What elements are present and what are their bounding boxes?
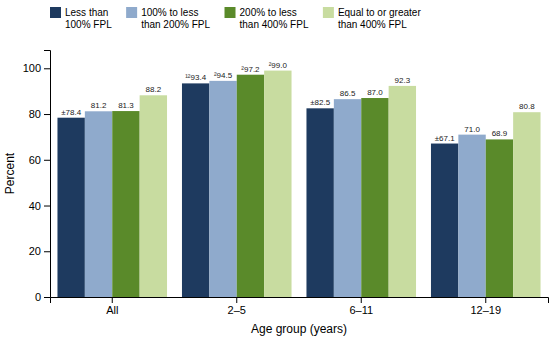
- tick-label: 40: [29, 200, 41, 212]
- tick-label: 20: [29, 245, 41, 257]
- x-axis: All 2–5 6–11 12–19: [51, 297, 549, 316]
- legend-item: Less than100% FPL: [50, 7, 112, 30]
- legend-label-line: 100% FPL: [65, 19, 112, 30]
- legend-label-line: 200% to less: [240, 7, 297, 18]
- data-label: ±67.1: [435, 134, 456, 143]
- bar: [57, 118, 84, 297]
- tick-mark: [44, 160, 50, 161]
- bar: [458, 135, 485, 297]
- bar: [431, 144, 458, 297]
- tick-mark: [44, 114, 50, 115]
- x-axis-title: Age group (years): [251, 322, 347, 336]
- data-label: 81.2: [91, 101, 107, 110]
- bar: [306, 108, 333, 297]
- tick-label: 2–5: [228, 304, 246, 316]
- data-label: ²94.5: [214, 71, 233, 80]
- data-label: 68.9: [492, 129, 508, 138]
- tick-label: 80: [29, 108, 41, 120]
- tick-mark: [44, 251, 50, 252]
- bar: [334, 99, 361, 297]
- tick-label: 6–11: [349, 304, 373, 316]
- legend-label-line: 100% to less: [141, 7, 198, 18]
- bar-series: [140, 71, 541, 297]
- legend-label-line: Less than: [65, 7, 108, 18]
- tick-mark: [236, 297, 237, 303]
- tick: All: [106, 297, 118, 316]
- data-label: ¹²93.4: [185, 73, 206, 82]
- bar: [209, 81, 236, 297]
- tick: 12–19: [470, 297, 501, 316]
- data-label: ±82.5: [310, 98, 331, 107]
- tick: 100: [23, 62, 50, 74]
- data-label: ²99.0: [269, 61, 288, 70]
- bar: [389, 86, 416, 297]
- bar-series: [112, 75, 513, 297]
- legend-swatch: [50, 7, 61, 18]
- tick-label: 0: [35, 291, 41, 303]
- data-label: ²97.2: [241, 65, 260, 74]
- bar: [112, 111, 139, 297]
- bar: [140, 95, 167, 297]
- tick-mark: [361, 297, 362, 303]
- tick-mark: [44, 68, 50, 69]
- data-label: ±78.4: [61, 108, 82, 117]
- tick: 80: [29, 108, 50, 120]
- tick-label: 100: [23, 62, 41, 74]
- bars: [57, 71, 540, 297]
- data-label: 71.0: [464, 125, 480, 134]
- tick: 2–5: [228, 297, 246, 316]
- tick-label: 12–19: [470, 304, 501, 316]
- bar: [237, 75, 264, 297]
- data-label: 86.5: [340, 89, 356, 98]
- legend-item: 200% to lessthan 400% FPL: [225, 7, 309, 30]
- axis-line: [44, 51, 51, 298]
- data-label: 92.3: [395, 76, 411, 85]
- data-label: 80.8: [519, 102, 535, 111]
- data-label: 81.3: [118, 101, 134, 110]
- legend-label: Equal to or greaterthan 400% FPL: [338, 7, 421, 30]
- data-label: 87.0: [367, 88, 383, 97]
- legend-label: Less than100% FPL: [65, 7, 112, 30]
- legend-swatch: [225, 7, 236, 18]
- y-axis-title: Percent: [3, 152, 17, 194]
- tick-mark: [485, 297, 486, 303]
- legend-label-line: than 400% FPL: [338, 19, 407, 30]
- legend-item: Equal to or greaterthan 400% FPL: [323, 7, 421, 30]
- bar: [264, 71, 291, 297]
- data-labels: ±78.4 ¹²93.4 ±82.5 ±67.1 81.2 ²94.5 86.5 71.0 81…: [61, 61, 535, 143]
- bar: [85, 111, 112, 297]
- bar: [486, 139, 513, 297]
- tick-mark: [44, 206, 50, 207]
- tick: 60: [29, 154, 50, 166]
- legend-label-line: than 200% FPL: [141, 19, 210, 30]
- tick-label: 60: [29, 154, 41, 166]
- bar: [182, 83, 209, 297]
- tick-mark: [112, 297, 113, 303]
- tick: 20: [29, 245, 50, 257]
- tick-label: All: [106, 304, 118, 316]
- tick: 6–11: [349, 297, 373, 316]
- data-label: 88.2: [146, 85, 162, 94]
- legend-label: 100% to lessthan 200% FPL: [141, 7, 210, 30]
- tick: 40: [29, 200, 50, 212]
- legend-label-line: than 400% FPL: [240, 19, 309, 30]
- legend-swatch: [323, 7, 334, 18]
- plot: ±78.4 ¹²93.4 ±82.5 ±67.1 81.2 ²94.5 86.5 71.0 81…: [23, 51, 549, 316]
- tick: 0: [35, 291, 50, 303]
- legend-item: 100% to lessthan 200% FPL: [126, 7, 210, 30]
- legend: Less than100% FPL 100% to lessthan 200% F…: [50, 7, 421, 30]
- legend-label-line: Equal to or greater: [338, 7, 421, 18]
- legend-label: 200% to lessthan 400% FPL: [240, 7, 309, 30]
- bar: [361, 98, 388, 297]
- chart: ±78.4 ¹²93.4 ±82.5 ±67.1 81.2 ²94.5 86.5 71.0 81…: [0, 0, 560, 341]
- y-axis: 0 20 40 60 80 100: [23, 51, 51, 304]
- bar: [513, 112, 540, 297]
- axis-line: [51, 298, 549, 304]
- tick-mark: [44, 297, 50, 298]
- legend-swatch: [126, 7, 137, 18]
